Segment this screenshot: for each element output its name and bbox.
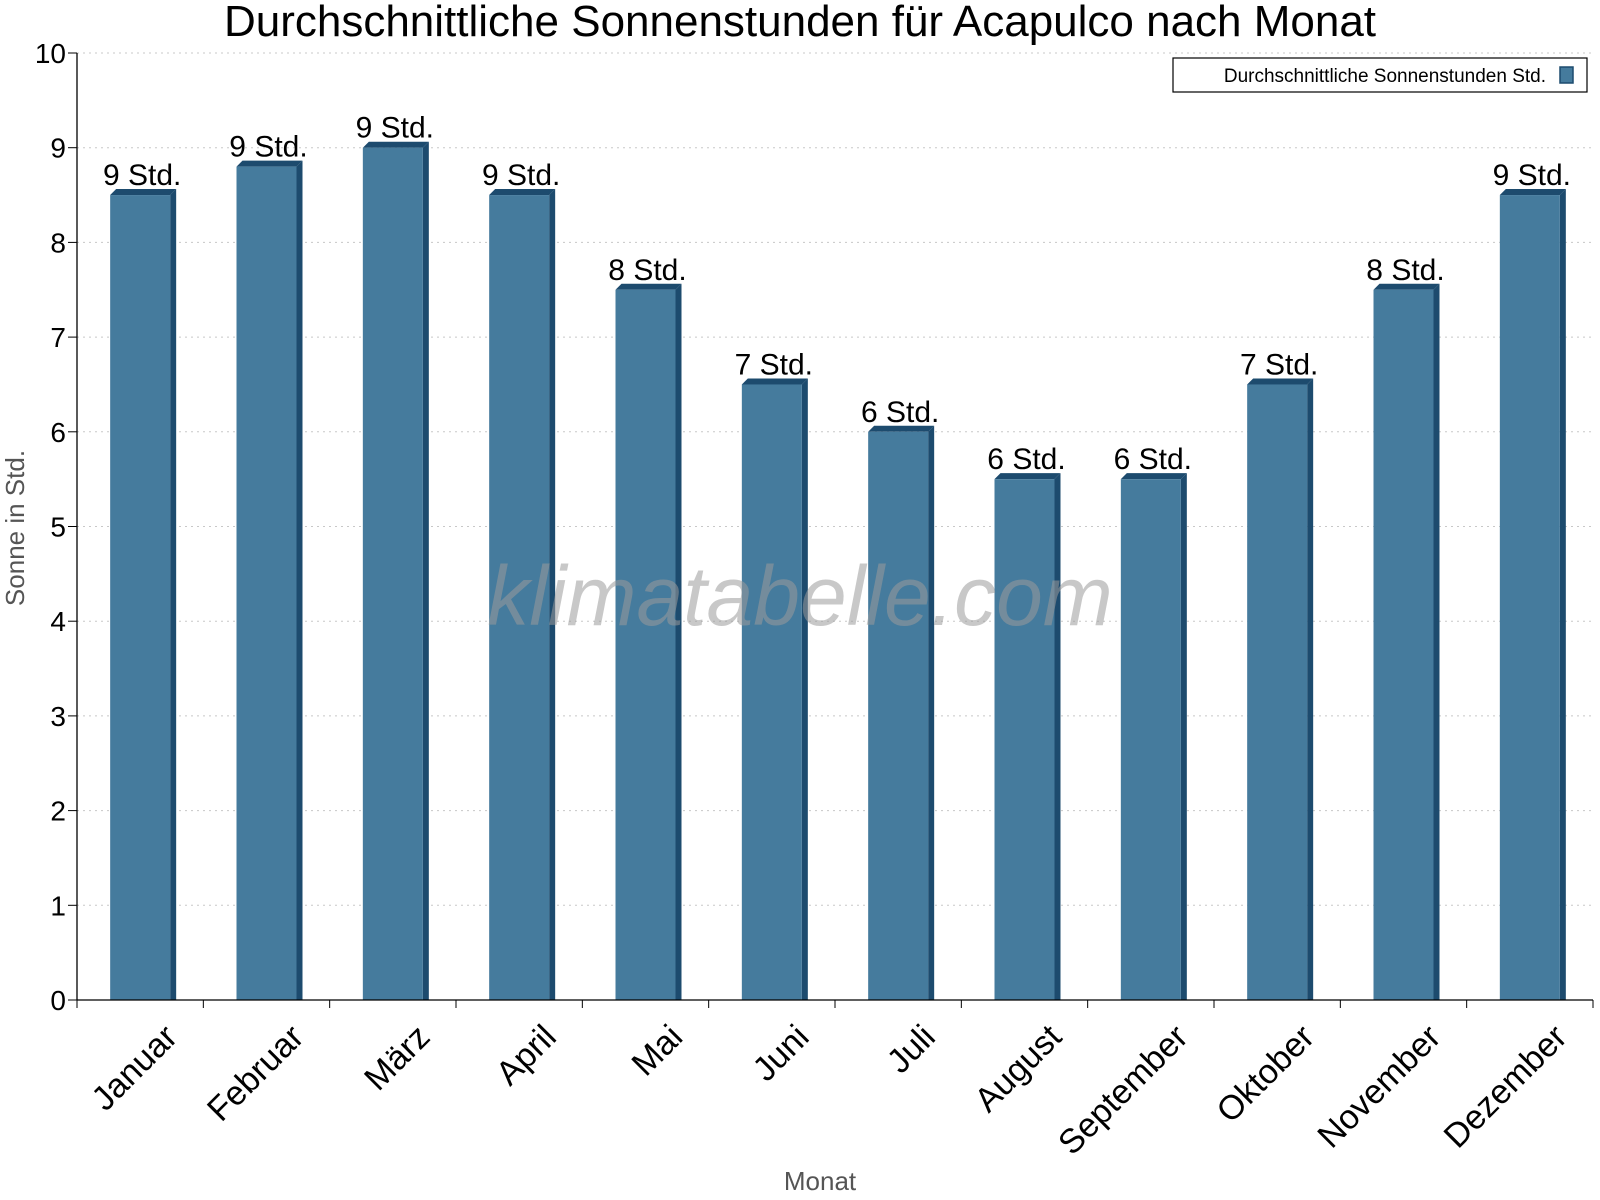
bar-side [170, 189, 177, 1001]
y-tick-label: 5 [50, 512, 66, 543]
bar-top [1373, 283, 1440, 290]
bar-front [615, 289, 676, 1000]
bars [110, 141, 1566, 1001]
bar-top [1247, 378, 1314, 385]
y-tick-label: 0 [50, 985, 66, 1016]
data-label: 7 Std. [735, 348, 813, 381]
bar-top [489, 189, 556, 196]
y-tick-label: 8 [50, 227, 66, 258]
data-label: 6 Std. [1114, 443, 1192, 476]
bar-top [362, 141, 429, 148]
data-label: 8 Std. [608, 254, 686, 287]
y-axis-title: Sonne in Std. [0, 450, 30, 606]
bar [1120, 473, 1187, 1000]
bar-front [1373, 289, 1434, 1000]
bar [236, 160, 303, 1000]
bar-side [422, 141, 429, 1000]
x-tick-label: September [1051, 1018, 1195, 1162]
x-tick-label: März [357, 1018, 437, 1098]
y-tick-label: 7 [50, 322, 66, 353]
data-label: 6 Std. [987, 443, 1065, 476]
bar-side [549, 189, 556, 1001]
x-tick-label: Oktober [1209, 1018, 1321, 1130]
bar-side [928, 425, 935, 1000]
bar-top [1120, 473, 1187, 480]
bar [362, 141, 429, 1000]
watermark: klimatabelle.com [487, 549, 1113, 643]
legend: Durchschnittliche Sonnenstunden Std. [1172, 57, 1588, 93]
x-tick-label: Juli [880, 1018, 943, 1081]
data-label: 8 Std. [1366, 254, 1444, 287]
x-tick-label: November [1310, 1018, 1448, 1156]
bar [1247, 378, 1314, 1000]
data-label: 7 Std. [1240, 348, 1318, 381]
bar [741, 378, 808, 1000]
x-axis-ticks: Januar Februar März April Mai Juni Juli AugustS… [76, 1000, 1594, 1162]
bar-side [675, 283, 682, 1000]
chart-title: Durchschnittliche Sonnenstunden für Acap… [224, 0, 1376, 46]
y-axis-ticks: 0 1 2 3 4 5 6 7 8 9 10 [35, 38, 77, 1016]
data-label: 9 Std. [356, 112, 434, 145]
bar-front [362, 147, 423, 1000]
y-tick-label: 9 [50, 133, 66, 164]
bar-front [489, 195, 550, 1001]
bar-side [1180, 473, 1187, 1000]
bar-top [236, 160, 303, 167]
x-axis-title: Monat [784, 1166, 857, 1196]
x-tick-label: Februar [200, 1018, 311, 1129]
bar [615, 283, 682, 1000]
data-label: 9 Std. [482, 159, 560, 192]
bar-front [994, 479, 1055, 1000]
grid-lines [77, 52, 1593, 906]
bar-side [296, 160, 303, 1000]
data-label: 9 Std. [103, 159, 181, 192]
y-tick-label: 4 [50, 606, 66, 637]
y-tick-label: 6 [50, 417, 66, 448]
bar [994, 473, 1061, 1000]
y-tick-label: 10 [35, 38, 66, 69]
bar-top [741, 378, 808, 385]
x-tick-label: August [967, 1017, 1069, 1119]
bar-front [236, 166, 297, 1000]
x-tick-label: Juni [745, 1018, 816, 1089]
bar-front [110, 195, 171, 1001]
x-tick-label: Januar [84, 1018, 184, 1118]
bar-side [1433, 283, 1440, 1000]
bar [110, 189, 177, 1001]
bar-front [868, 431, 929, 1000]
bar [489, 189, 556, 1001]
x-tick-label: Mai [625, 1018, 691, 1084]
data-label: 9 Std. [1493, 159, 1571, 192]
bar [868, 425, 935, 1000]
data-labels: 9 Std. 9 Std. 9 Std. 9 Std. 8 Std. 7 Std. 6 St… [103, 112, 1571, 476]
data-label: 9 Std. [229, 131, 307, 164]
bar-top [615, 283, 682, 290]
bar-front [1120, 479, 1181, 1000]
bar-side [801, 378, 808, 1000]
bar [1373, 283, 1440, 1000]
x-tick-label: Dezember [1437, 1018, 1575, 1156]
legend-swatch [1559, 66, 1574, 84]
bar-side [1307, 378, 1314, 1000]
bar-top [1499, 189, 1566, 196]
bar-top [994, 473, 1061, 480]
x-tick-label: April [489, 1018, 564, 1093]
bar-front [1247, 384, 1308, 1000]
bar-side [1054, 473, 1061, 1000]
bar-side [1559, 189, 1566, 1001]
bar-front [1499, 195, 1560, 1001]
bar-top [110, 189, 177, 196]
legend-box [1172, 57, 1588, 93]
y-tick-label: 2 [50, 796, 66, 827]
bar [1499, 189, 1566, 1001]
y-tick-label: 3 [50, 701, 66, 732]
legend-label: Durchschnittliche Sonnenstunden Std. [1224, 66, 1546, 87]
bar-front [741, 384, 802, 1000]
y-tick-label: 1 [50, 890, 66, 921]
data-label: 6 Std. [861, 396, 939, 429]
bar-top [868, 425, 935, 432]
